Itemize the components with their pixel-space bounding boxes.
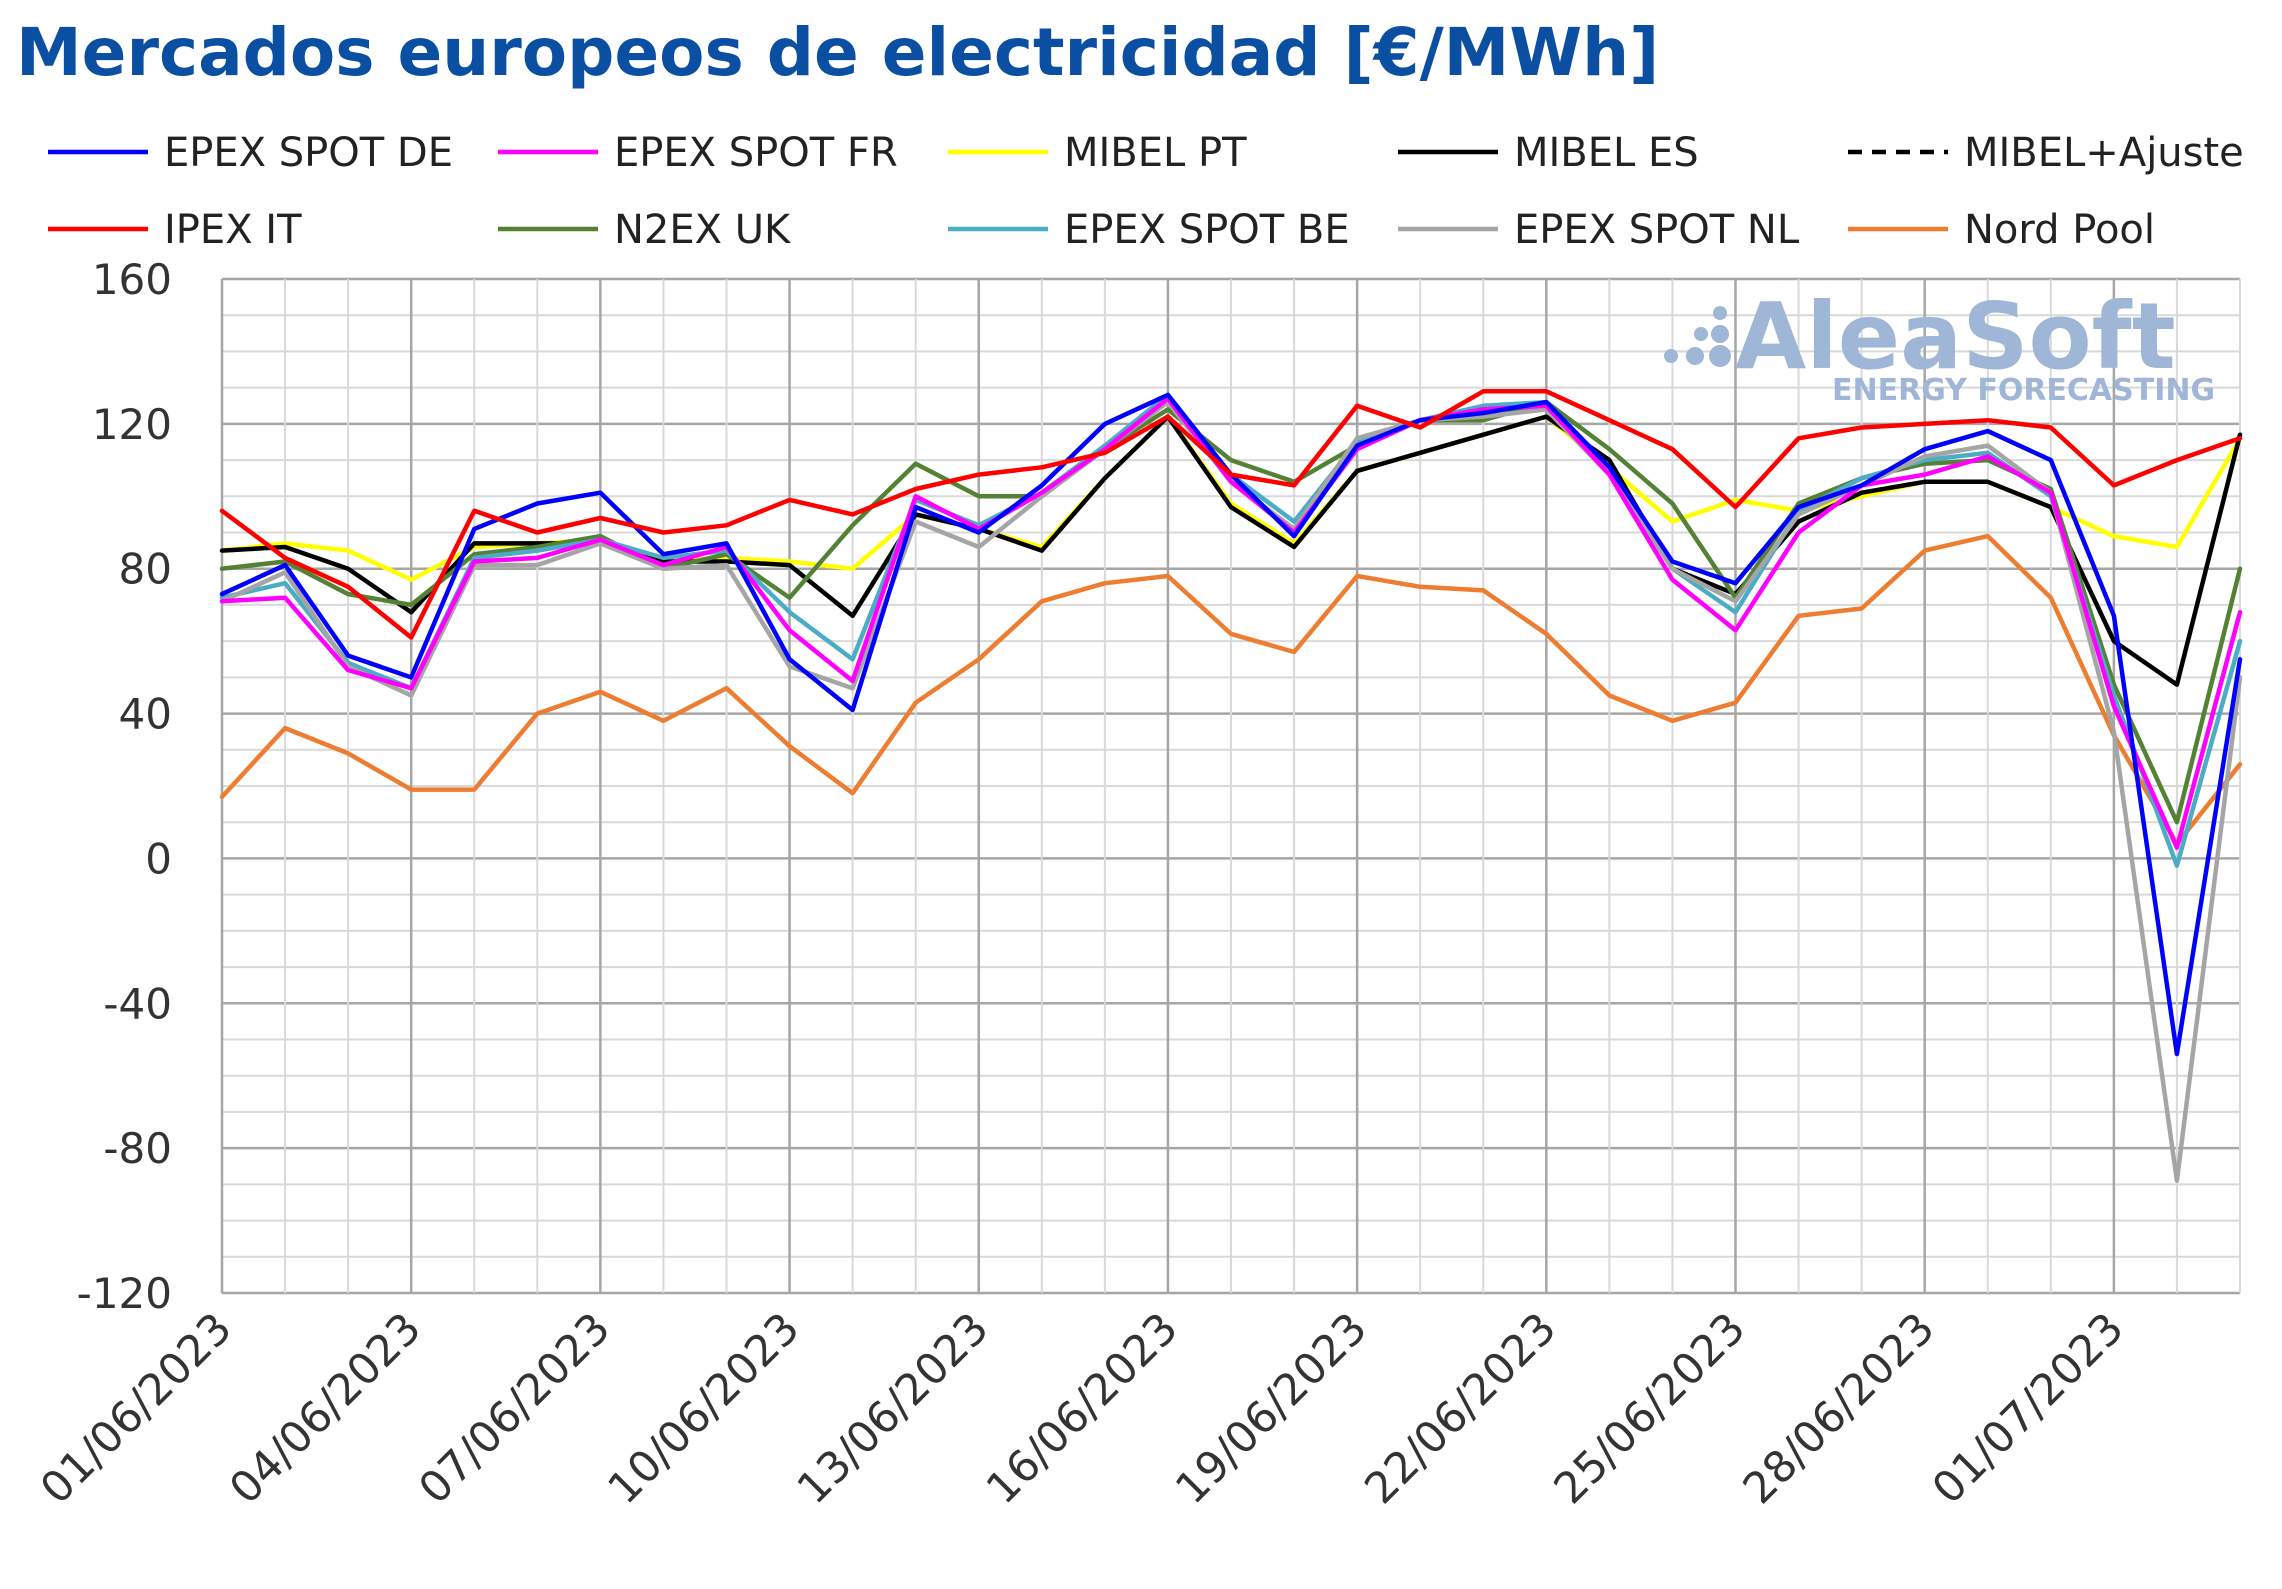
legend-label: MIBEL+Ajuste [1964,130,2244,176]
aleasoft-watermark: AleaSoft ENERGY FORECASTING [1664,283,2215,408]
y-tick-label: 40 [119,690,172,739]
legend-label: MIBEL PT [1064,130,1247,176]
legend-item-mibel-ajuste: MIBEL+Ajuste [1848,130,2244,176]
legend-label: IPEX IT [164,207,302,253]
legend-item-epex-spot-nl: EPEX SPOT NL [1398,207,1800,253]
x-tick-label: 07/06/2023 [410,1303,621,1514]
legend-item-nord-pool: Nord Pool [1848,207,2155,253]
y-tick-label: 0 [145,834,172,883]
x-tick-label: 28/06/2023 [1734,1303,1945,1514]
chart-grid [220,277,2241,1295]
x-tick-label: 04/06/2023 [220,1303,431,1514]
logo-dot [1664,349,1678,363]
y-tick-label: 80 [119,545,172,594]
legend-label: EPEX SPOT BE [1064,207,1350,253]
x-tick-label: 13/06/2023 [788,1303,999,1514]
series-line-nord-pool [219,533,2243,847]
y-tick-label: -40 [103,979,172,1028]
y-tick-label: 120 [92,400,172,449]
aleasoft-logo-icon [1664,306,1731,367]
logo-dot [1686,347,1704,365]
chart-title: Mercados europeos de electricidad [€/MWh… [16,14,1660,91]
legend-label: N2EX UK [614,207,792,253]
logo-dot [1694,327,1708,341]
logo-dot [1709,345,1731,367]
series-line-ipex-it [219,389,2243,640]
y-tick-label: 160 [92,255,172,304]
legend-item-n2ex-uk: N2EX UK [498,207,792,253]
legend-item-epex-spot-be: EPEX SPOT BE [948,207,1350,253]
chart-legend: EPEX SPOT DE EPEX SPOT FR MIBEL PT MIBEL ES… [48,130,2244,253]
legend-label: EPEX SPOT NL [1514,207,1800,253]
x-tick-label: 25/06/2023 [1545,1303,1756,1514]
legend-item-epex-spot-fr: EPEX SPOT FR [498,130,898,176]
legend-item-ipex-it: IPEX IT [48,207,302,253]
legend-item-mibel-es: MIBEL ES [1398,130,1699,176]
y-tick-label: -120 [77,1269,172,1318]
logo-dot [1711,325,1729,343]
legend-label: EPEX SPOT FR [614,130,898,176]
x-axis-ticks: 01/06/202304/06/202307/06/202310/06/2023… [31,1303,2133,1514]
x-tick-label: 19/06/2023 [1166,1303,1377,1514]
legend-label: MIBEL ES [1514,130,1699,176]
legend-item-mibel-pt: MIBEL PT [948,130,1247,176]
watermark-brand: AleaSoft [1735,283,2176,390]
y-tick-label: -80 [103,1124,172,1173]
x-tick-label: 22/06/2023 [1355,1303,1566,1514]
legend-label: EPEX SPOT DE [164,130,453,176]
x-tick-label: 01/07/2023 [1923,1303,2134,1514]
y-axis-ticks: 160 120 80 40 0 -40 -80 -120 [77,255,172,1318]
logo-dot [1713,306,1727,320]
x-tick-label: 01/06/2023 [31,1303,242,1514]
series-line-epex-spot-fr [219,396,2243,850]
chart-series [219,389,2243,1183]
x-tick-label: 10/06/2023 [599,1303,810,1514]
legend-label: Nord Pool [1964,207,2155,253]
x-tick-label: 16/06/2023 [977,1303,1188,1514]
watermark-tagline: ENERGY FORECASTING [1832,373,2215,408]
legend-item-epex-spot-de: EPEX SPOT DE [48,130,453,176]
